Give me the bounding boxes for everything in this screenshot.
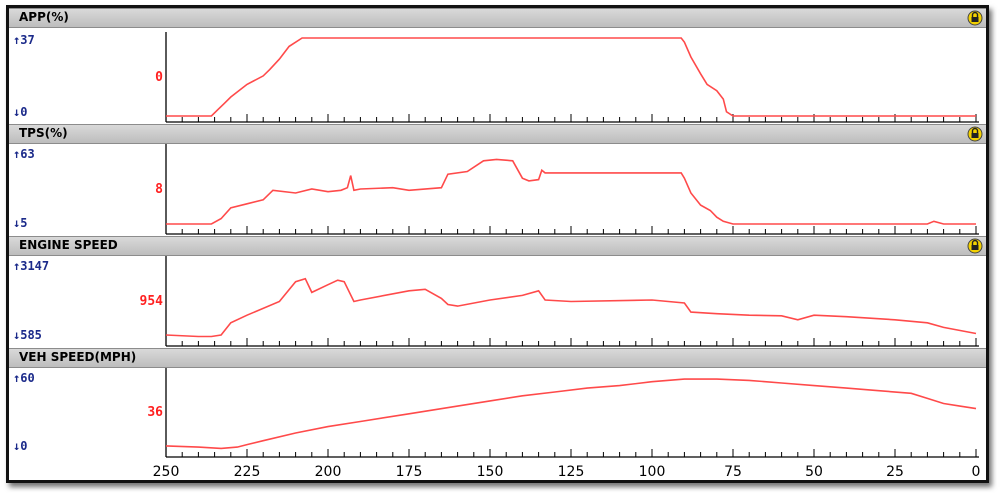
panel-header-app: APP(%) [9, 8, 986, 28]
series-line-0 [166, 37, 976, 117]
panel-title-engine-speed: ENGINE SPEED [19, 238, 118, 252]
axis-max-tps: ↑63 [13, 147, 35, 161]
x-tick-label: 25 [886, 464, 904, 480]
x-tick-label: 250 [153, 464, 180, 480]
plot-panel-3 [165, 368, 979, 458]
axis-max-app: ↑37 [13, 33, 35, 47]
panel-header-engine-speed: ENGINE SPEED [9, 236, 986, 256]
axis-min-engine-speed: ↓585 [13, 328, 42, 342]
current-value-veh-speed: 36 [147, 405, 163, 420]
x-tick-label: 0 [972, 464, 981, 480]
axis-min-veh-speed: ↓0 [13, 439, 28, 453]
axis-min-tps: ↓5 [13, 216, 28, 230]
axis-min-app: ↓0 [13, 105, 28, 119]
lock-icon[interactable] [966, 126, 984, 142]
series-line-3 [165, 378, 977, 450]
x-tick-label: 225 [234, 464, 261, 480]
panel-title-veh-speed: VEH SPEED(MPH) [19, 350, 137, 364]
panel-header-tps: TPS(%) [9, 124, 986, 144]
x-tick-label: 150 [477, 464, 504, 480]
current-value-engine-speed: 954 [139, 294, 163, 309]
x-tick-label: 200 [315, 464, 342, 480]
x-tick-label: 50 [805, 464, 823, 480]
axis-max-engine-speed: ↑3147 [13, 259, 50, 273]
series-line-2 [165, 277, 977, 338]
series-line-1 [166, 158, 976, 225]
axis-max-veh-speed: ↑60 [13, 371, 35, 385]
plot-panel-1 [165, 144, 979, 235]
panel-header-veh-speed: VEH SPEED(MPH) [9, 348, 986, 368]
plot-panel-0 [165, 32, 979, 123]
plots-layer: 250 225 200 175 150 125 100 75 50 25 0 [153, 32, 981, 480]
x-tick-label: 175 [396, 464, 423, 480]
lock-icon[interactable] [966, 238, 984, 254]
panel-title-tps: TPS(%) [19, 126, 68, 140]
panel-title-app: APP(%) [19, 10, 69, 24]
x-tick-label: 125 [558, 464, 585, 480]
x-tick-label: 100 [639, 464, 666, 480]
current-value-app: 0 [155, 70, 163, 85]
plot-panel-2 [165, 256, 979, 347]
current-value-tps: 8 [155, 182, 163, 197]
x-tick-label: 75 [724, 464, 742, 480]
lock-icon[interactable] [966, 10, 984, 26]
chart-frame: APP(%) ↑37 0 ↓0 TPS(%) ↑63 8 ↓5 ENGINE S… [6, 5, 989, 483]
